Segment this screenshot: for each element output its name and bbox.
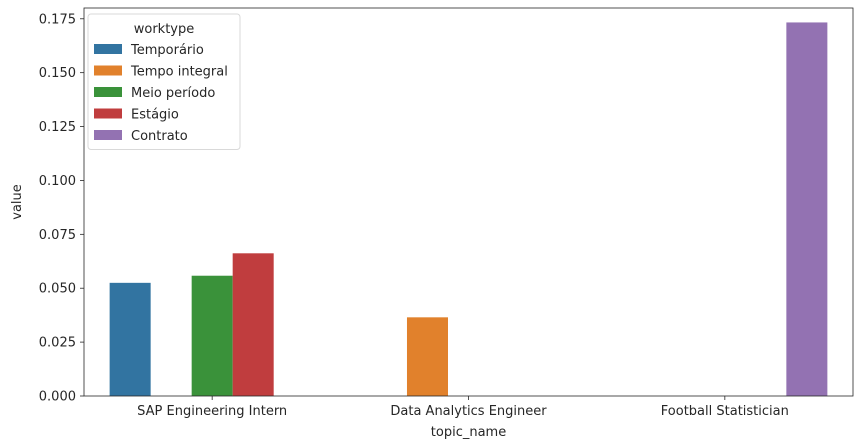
legend: worktype Temporário Tempo integral Meio per…	[87, 13, 241, 150]
y-tick-label: 0.100	[39, 174, 76, 189]
y-axis-ticks: 0.000 0.025 0.050 0.075 0.100 0.125 0.150 0.175	[39, 12, 84, 405]
legend-label: Estágio	[131, 108, 179, 123]
legend-label: Temporário	[130, 43, 204, 58]
bar-tempor-rio-0	[109, 282, 151, 396]
y-tick-label: 0.025	[39, 336, 76, 351]
bar-contrato-2	[786, 22, 828, 396]
y-axis-label: value	[10, 184, 25, 220]
x-tick-label: Football Statistician	[661, 404, 789, 419]
bar-tempo-integral-1	[406, 317, 448, 396]
legend-box	[87, 13, 241, 150]
legend-label: Contrato	[131, 129, 188, 144]
y-tick-label: 0.150	[39, 66, 76, 81]
x-tick-label: SAP Engineering Intern	[137, 404, 287, 419]
legend-label: Meio período	[131, 86, 215, 101]
legend-swatch	[94, 44, 122, 54]
x-tick-label: Data Analytics Engineer	[390, 404, 547, 419]
y-tick-label: 0.175	[39, 12, 76, 27]
y-tick-label: 0.075	[39, 228, 76, 243]
y-tick-label: 0.050	[39, 282, 76, 297]
y-tick-label: 0.000	[39, 390, 76, 405]
legend-swatch	[94, 130, 122, 140]
bars-layer	[109, 22, 828, 396]
plot-frame	[83, 7, 854, 397]
bar-est-gio-0	[232, 253, 274, 396]
legend-swatch	[94, 87, 122, 97]
legend-swatch	[94, 108, 122, 119]
bar-meio-per-odo-0	[191, 275, 233, 396]
legend-label: Tempo integral	[130, 65, 228, 80]
y-tick-label: 0.125	[39, 120, 76, 135]
x-axis-ticks: SAP Engineering Intern Data Analytics Eng…	[137, 396, 789, 419]
legend-title: worktype	[134, 22, 195, 37]
legend-swatch	[94, 65, 122, 76]
x-axis-label: topic_name	[431, 425, 506, 440]
